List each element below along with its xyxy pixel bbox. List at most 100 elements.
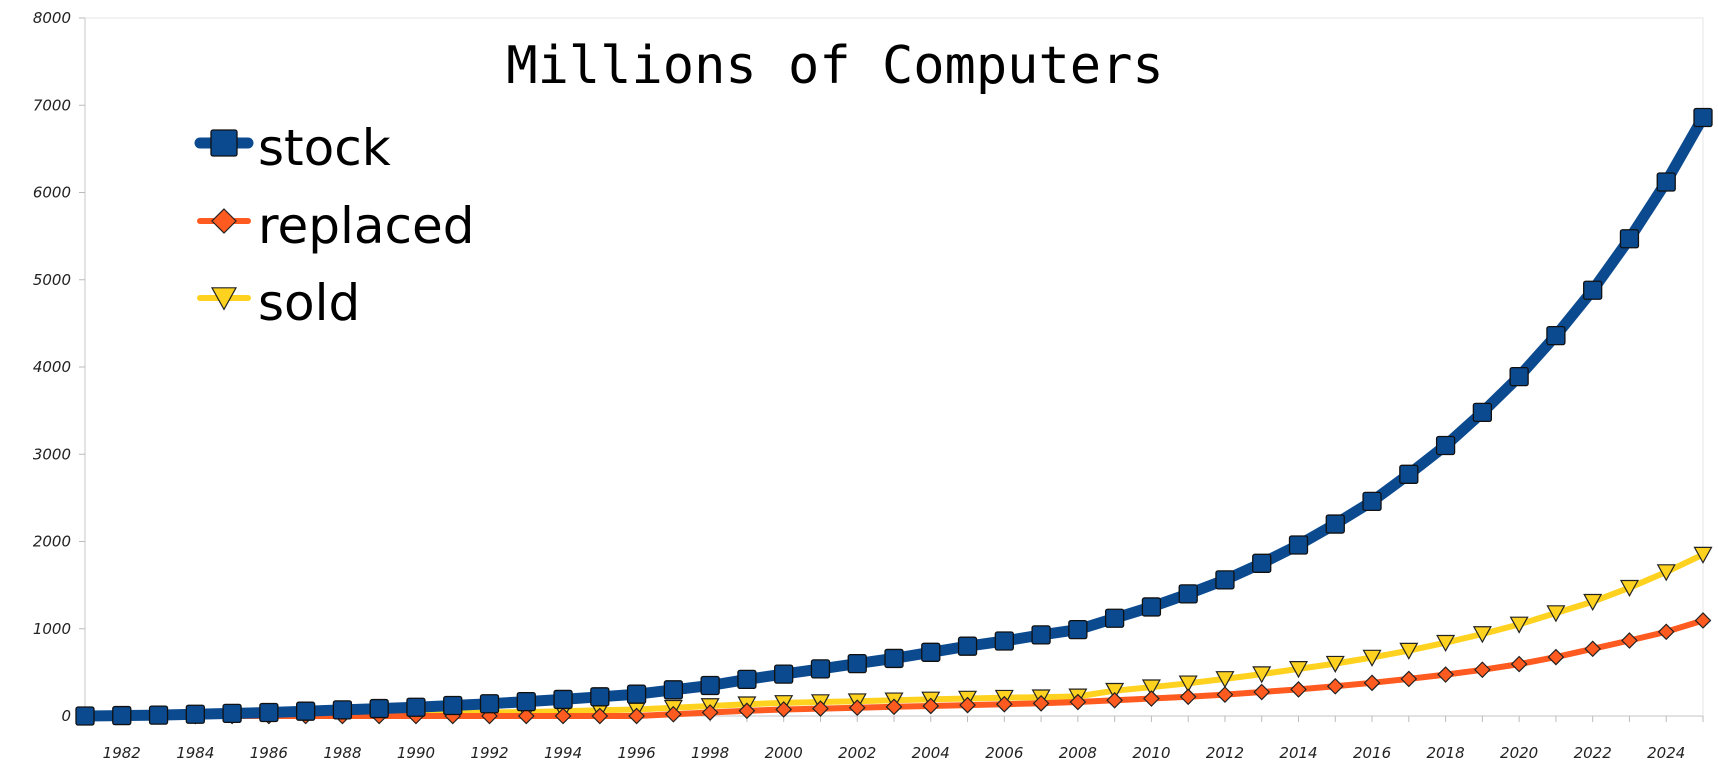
y-tick-label: 3000	[33, 445, 71, 463]
data-point-replaced	[848, 699, 866, 717]
legend-item-sold: sold	[197, 274, 360, 332]
data-point-sold	[1583, 593, 1603, 612]
data-point-stock	[774, 664, 794, 684]
data-point-replaced	[211, 208, 237, 234]
data-point-replaced	[1437, 666, 1454, 683]
y-tick-label: 0	[61, 707, 71, 725]
data-point-sold	[1288, 661, 1309, 679]
x-tick-label: 1992	[470, 744, 508, 762]
data-point-stock	[994, 631, 1014, 651]
data-point-replaced	[1179, 688, 1197, 706]
data-point-stock	[847, 654, 867, 674]
x-tick-label: 1994	[544, 744, 582, 762]
x-tick-label: 2024	[1647, 744, 1685, 762]
data-point-sold	[1141, 679, 1161, 697]
y-tick-label: 1000	[33, 620, 71, 638]
y-tick-label: 2000	[33, 533, 71, 551]
data-point-sold	[1399, 642, 1419, 660]
data-point-stock	[1693, 107, 1713, 128]
x-tick-label: 2016	[1353, 744, 1391, 762]
data-point-replaced	[1069, 693, 1087, 711]
data-point-replaced	[1474, 661, 1491, 679]
data-point-stock	[1288, 535, 1309, 555]
data-point-sold	[1656, 564, 1676, 582]
data-point-replaced	[701, 704, 719, 721]
data-point-replaced	[1106, 691, 1123, 709]
data-point-replaced	[591, 707, 609, 725]
data-point-sold	[210, 287, 238, 311]
data-point-replaced	[812, 700, 829, 717]
chart-title: Millions of Computers	[506, 36, 1163, 96]
data-point-stock	[1509, 366, 1529, 387]
data-point-sold	[1509, 616, 1529, 634]
data-point-stock	[222, 703, 242, 724]
x-tick-label: 2018	[1426, 744, 1464, 762]
x-tick-label: 2022	[1574, 744, 1612, 762]
data-point-sold	[1472, 626, 1492, 644]
data-point-sold	[1178, 675, 1198, 693]
legend-label: sold	[258, 274, 360, 332]
legend: stock replaced sold	[194, 119, 474, 332]
data-point-stock	[295, 701, 316, 721]
data-point-replaced	[1253, 683, 1271, 701]
x-tick-label: 1982	[103, 744, 141, 762]
data-point-sold	[1105, 682, 1125, 701]
legend-item-stock: stock	[194, 119, 391, 177]
data-point-sold	[1436, 634, 1456, 653]
data-point-stock	[737, 669, 757, 690]
data-point-sold	[1252, 666, 1272, 684]
data-point-stock	[1619, 229, 1640, 249]
data-point-stock	[626, 684, 647, 704]
data-point-stock	[1141, 597, 1162, 617]
x-tick-label: 2008	[1059, 744, 1097, 762]
data-point-replaced	[995, 695, 1013, 713]
data-point-replaced	[738, 702, 756, 720]
data-point-replaced	[1547, 648, 1565, 666]
data-point-stock	[921, 642, 941, 662]
data-point-replaced	[1621, 632, 1638, 649]
x-tick-label: 2014	[1279, 744, 1317, 762]
data-point-replaced	[1216, 686, 1234, 703]
data-point-replaced	[775, 701, 793, 718]
data-point-stock	[884, 648, 904, 669]
series-line-sold	[82, 551, 1706, 719]
data-point-replaced	[1032, 695, 1050, 712]
y-tick-label: 4000	[33, 358, 71, 376]
x-tick-label: 2000	[765, 744, 803, 762]
axes: 0 1000 2000 3000 4000 5000 6000 7000 8000 1982 198…	[33, 9, 1704, 762]
data-point-replaced	[665, 705, 682, 723]
data-point-stock	[259, 702, 279, 723]
series-layer	[75, 107, 1713, 726]
data-point-stock	[1472, 402, 1493, 423]
data-point-stock	[406, 697, 426, 717]
data-point-stock	[1399, 464, 1419, 484]
data-point-stock	[479, 694, 500, 714]
data-point-replaced	[959, 696, 976, 714]
x-tick-label: 1996	[617, 744, 655, 762]
legend-label: stock	[258, 119, 391, 177]
data-point-replaced	[1400, 670, 1418, 688]
data-point-stock	[1362, 491, 1382, 512]
x-tick-label: 1984	[176, 744, 214, 762]
data-point-stock	[443, 695, 463, 716]
data-point-sold	[1546, 605, 1566, 623]
data-point-replaced	[1694, 612, 1712, 629]
x-tick-label: 2010	[1132, 744, 1170, 762]
data-point-stock	[332, 700, 353, 720]
data-point-stock	[75, 706, 95, 726]
data-point-replaced	[1290, 681, 1307, 698]
y-tick-label: 7000	[33, 96, 71, 114]
x-tick-label: 2006	[985, 744, 1023, 762]
data-point-sold	[1619, 579, 1639, 598]
data-point-replaced	[628, 707, 645, 725]
data-point-sold	[1693, 546, 1713, 564]
data-point-stock	[1104, 608, 1125, 628]
data-point-stock	[1215, 570, 1235, 590]
data-point-stock	[1252, 553, 1272, 573]
data-point-stock	[1178, 584, 1198, 604]
data-point-stock	[553, 689, 573, 710]
series-stock	[75, 107, 1713, 726]
data-point-stock	[1068, 619, 1088, 640]
